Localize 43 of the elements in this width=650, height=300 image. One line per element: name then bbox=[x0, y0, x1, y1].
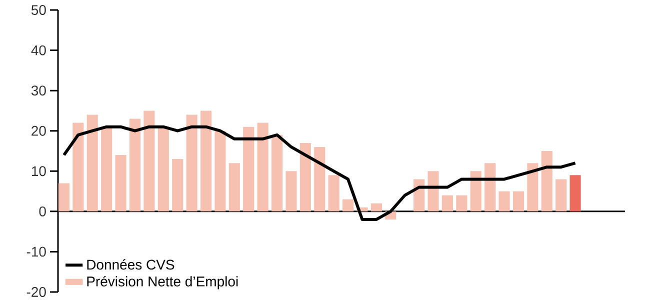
bar bbox=[144, 110, 155, 212]
y-tick-label: 10 bbox=[32, 166, 46, 176]
bar bbox=[512, 191, 524, 212]
bar bbox=[570, 175, 581, 212]
bar bbox=[328, 175, 340, 212]
bar bbox=[442, 195, 453, 212]
bar bbox=[58, 183, 70, 212]
legend-label: Prévision Nette d’Emploi bbox=[87, 276, 238, 290]
bar bbox=[129, 118, 141, 212]
bar bbox=[286, 171, 297, 212]
bar bbox=[271, 134, 283, 212]
y-tick-label: 40 bbox=[31, 45, 46, 56]
y-tick-label: -20 bbox=[26, 287, 46, 297]
y-tick-label: 20 bbox=[32, 126, 46, 136]
bar bbox=[257, 122, 268, 212]
bar bbox=[456, 195, 468, 212]
bar bbox=[314, 146, 326, 212]
bar bbox=[72, 122, 84, 212]
bar bbox=[370, 203, 382, 212]
bar bbox=[342, 199, 354, 212]
bar bbox=[470, 171, 482, 212]
bar bbox=[86, 114, 98, 212]
bar bbox=[214, 130, 226, 212]
bar bbox=[428, 171, 439, 212]
bar bbox=[172, 159, 184, 212]
bar bbox=[101, 126, 112, 212]
y-tick-label: 0 bbox=[39, 206, 46, 216]
bar bbox=[300, 142, 311, 212]
y-tick-label: 30 bbox=[31, 86, 46, 96]
bar bbox=[527, 163, 538, 212]
bar bbox=[498, 191, 510, 212]
bar bbox=[115, 155, 126, 212]
bar bbox=[556, 179, 567, 212]
bar bbox=[484, 163, 496, 212]
bar bbox=[158, 126, 169, 212]
bar bbox=[541, 151, 552, 212]
y-tick-label: 50 bbox=[31, 5, 46, 15]
y-tick-label: -10 bbox=[26, 246, 46, 257]
bar bbox=[243, 126, 254, 212]
legend-label: Données CVS bbox=[87, 259, 174, 270]
bar bbox=[186, 114, 198, 212]
bar bbox=[228, 163, 240, 212]
bar bbox=[200, 110, 212, 212]
